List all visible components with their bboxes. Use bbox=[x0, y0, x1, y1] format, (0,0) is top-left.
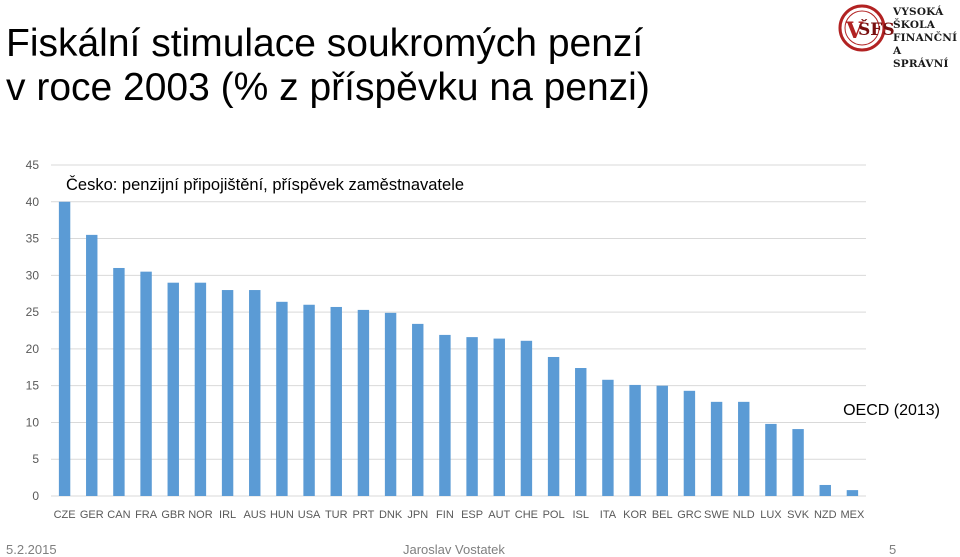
bar-pol bbox=[547, 356, 560, 496]
school-logo: V ŠFS bbox=[838, 4, 895, 52]
title-line-1: Fiskální stimulace soukromých penzí bbox=[6, 22, 644, 65]
logo-line-3: A SPRÁVNÍ bbox=[893, 45, 949, 70]
bar-swe bbox=[710, 401, 723, 496]
x-tick-label: MEX bbox=[840, 509, 865, 521]
bar-gbr bbox=[167, 282, 179, 496]
bar-che bbox=[520, 340, 533, 496]
bar-can bbox=[113, 267, 125, 496]
x-tick-label: ITA bbox=[600, 509, 617, 521]
bar-cze bbox=[58, 201, 71, 496]
x-tick-label: IRL bbox=[219, 509, 236, 521]
grid-layer bbox=[51, 164, 866, 497]
bar-chart: 0 5 10 15 20 25 30 35 40 45 CZE GER CAN FRA GBR NOR IRL… bbox=[26, 158, 940, 521]
bar-tur bbox=[330, 306, 342, 496]
y-tick-label: 40 bbox=[26, 195, 40, 209]
x-tick-label: NZD bbox=[814, 509, 837, 521]
x-tick-label: FIN bbox=[436, 509, 454, 521]
x-tick-label: JPN bbox=[407, 509, 428, 521]
x-tick-label: GBR bbox=[161, 509, 185, 521]
x-tick-label: LUX bbox=[760, 509, 782, 521]
title-line-2: v roce 2003 (% z příspěvku na penzi) bbox=[6, 66, 650, 109]
x-tick-label: FRA bbox=[135, 509, 158, 521]
logo-text: VYSOKÁ ŠKOLA FINANČNÍ A SPRÁVNÍ bbox=[893, 6, 960, 71]
bar-jpn bbox=[412, 323, 424, 496]
x-tick-label: CHE bbox=[515, 509, 538, 521]
bar-dnk bbox=[384, 312, 397, 496]
x-tick-label: AUS bbox=[243, 509, 266, 521]
bar-fra bbox=[140, 271, 152, 496]
x-tick-label: NLD bbox=[733, 509, 755, 521]
x-tick-label: NOR bbox=[188, 509, 213, 521]
bar-prt bbox=[357, 309, 370, 496]
x-tick-label: ESP bbox=[461, 509, 483, 521]
y-tick-label: 0 bbox=[32, 489, 39, 503]
x-tick-label: SVK bbox=[787, 509, 810, 521]
x-tick-label: CZE bbox=[54, 509, 76, 521]
y-tick-label: 25 bbox=[26, 305, 40, 319]
x-tick-label: GER bbox=[80, 509, 104, 521]
logo-line-1: VYSOKÁ ŠKOLA bbox=[893, 6, 944, 31]
bar-lux bbox=[765, 423, 777, 496]
bar-isl bbox=[575, 368, 587, 496]
y-tick-label: 10 bbox=[26, 415, 40, 429]
x-tick-label: POL bbox=[543, 509, 565, 521]
bar-fin bbox=[439, 334, 451, 496]
bar-nor bbox=[194, 282, 207, 496]
footer-page-number: 5 bbox=[889, 542, 897, 557]
x-tick-label: KOR bbox=[623, 509, 647, 521]
bar-kor bbox=[629, 384, 641, 496]
y-tick-label: 15 bbox=[26, 379, 40, 393]
bar-aus bbox=[249, 290, 261, 496]
bar-usa bbox=[303, 304, 315, 496]
x-tick-label: GRC bbox=[677, 509, 702, 521]
bar-nzd bbox=[819, 484, 831, 496]
bars-layer bbox=[58, 201, 859, 496]
footer-date: 5.2.2015 bbox=[6, 542, 57, 557]
x-tick-label: SWE bbox=[704, 509, 729, 521]
slide-title: Fiskální stimulace soukromých penzí v ro… bbox=[6, 22, 650, 110]
x-tick-label: DNK bbox=[379, 509, 403, 521]
x-tick-label: TUR bbox=[325, 509, 348, 521]
bar-hun bbox=[276, 301, 288, 496]
bar-aut bbox=[493, 338, 505, 496]
x-tick-label: BEL bbox=[652, 509, 673, 521]
bar-grc bbox=[683, 390, 696, 496]
svg-text:ŠFS: ŠFS bbox=[858, 19, 895, 40]
bar-irl bbox=[221, 290, 234, 496]
svg-text:V: V bbox=[845, 18, 864, 44]
bar-svk bbox=[792, 429, 804, 496]
y-tick-label: 20 bbox=[26, 342, 40, 356]
y-axis: 0 5 10 15 20 25 30 35 40 45 bbox=[26, 158, 40, 503]
bar-bel bbox=[656, 385, 668, 496]
chart-subtitle: Česko: penzijní připojištění, příspěvek … bbox=[66, 175, 464, 194]
x-tick-label: AUT bbox=[488, 509, 510, 521]
bar-mex bbox=[846, 490, 859, 496]
logo-line-2: FINANČNÍ bbox=[893, 32, 958, 44]
y-tick-label: 30 bbox=[26, 268, 40, 282]
source-note: OECD (2013) bbox=[843, 402, 940, 419]
footer-author: Jaroslav Vostatek bbox=[403, 542, 505, 557]
x-tick-label: ISL bbox=[572, 509, 589, 521]
bar-esp bbox=[466, 337, 478, 496]
bar-ita bbox=[602, 379, 614, 496]
x-tick-label: HUN bbox=[270, 509, 294, 521]
x-tick-label: CAN bbox=[107, 509, 130, 521]
bar-nld bbox=[738, 401, 750, 496]
y-tick-label: 5 bbox=[32, 452, 39, 466]
x-tick-label: USA bbox=[298, 509, 321, 521]
bar-ger bbox=[86, 234, 98, 496]
y-tick-label: 45 bbox=[26, 158, 40, 172]
y-tick-label: 35 bbox=[26, 232, 40, 246]
x-axis: CZE GER CAN FRA GBR NOR IRL AUS HUN USA TUR PRT DNK J… bbox=[54, 509, 865, 521]
x-tick-label: PRT bbox=[353, 509, 375, 521]
